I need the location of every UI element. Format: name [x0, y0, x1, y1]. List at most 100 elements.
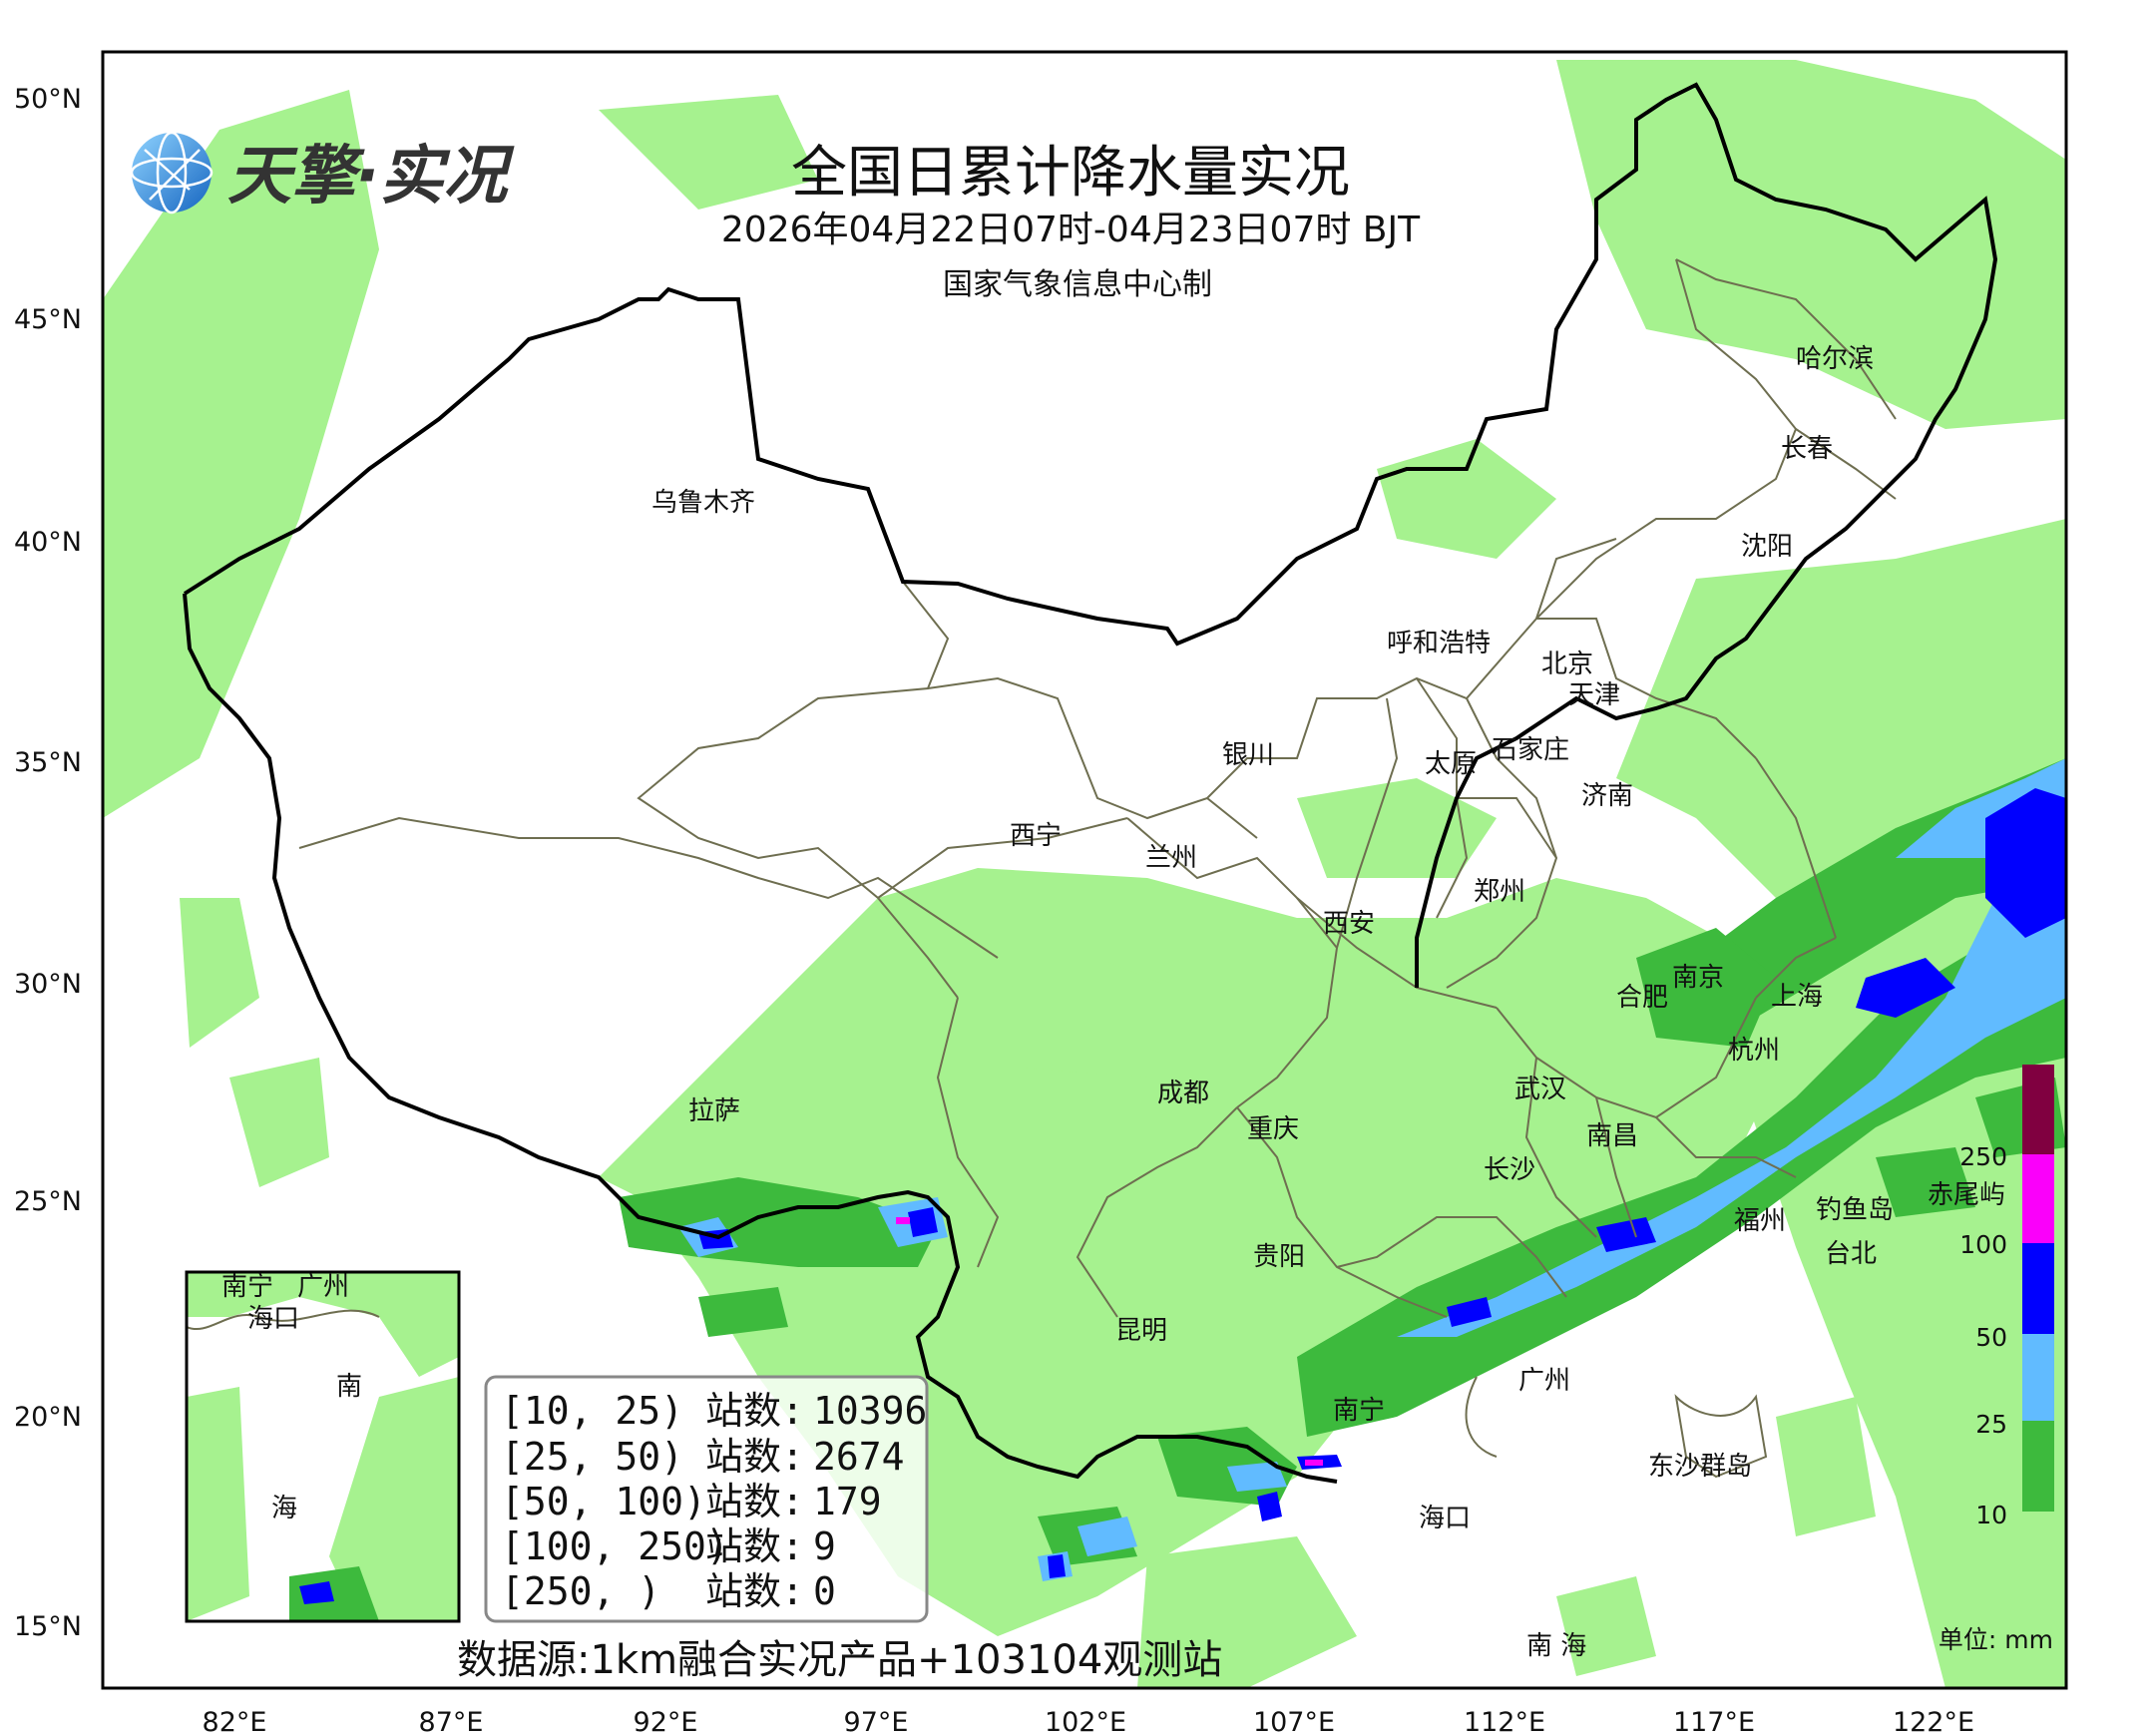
colorbar-swatch-25: [2022, 1421, 2054, 1512]
lon-tick: 117°E: [1673, 1707, 1755, 1736]
lon-tick: 97°E: [844, 1707, 909, 1736]
longitude-axis: 82°E 87°E 92°E 97°E 102°E 107°E 112°E 11…: [203, 1707, 1975, 1736]
lat-tick: 50°N: [14, 84, 82, 115]
city-label: 南 海: [1526, 1631, 1586, 1661]
city-label: 重庆: [1247, 1114, 1299, 1144]
lon-tick: 87°E: [419, 1707, 484, 1736]
stat-label: 站数:: [705, 1435, 804, 1479]
stat-range: [50, 100): [501, 1480, 706, 1523]
lon-tick: 107°E: [1253, 1707, 1335, 1736]
station-stats-legend: [10, 25) 站数: 10396 [25, 50) 站数: 2674 [50…: [484, 1375, 929, 1623]
city-label: 太原: [1425, 749, 1477, 779]
stat-range: [250, ): [501, 1569, 660, 1613]
inset-label-haikou: 海口: [247, 1304, 299, 1334]
city-label: 郑州: [1474, 877, 1525, 907]
city-label: 昆明: [1115, 1316, 1167, 1346]
lon-tick: 112°E: [1464, 1707, 1545, 1736]
city-label: 贵阳: [1253, 1242, 1305, 1272]
city-label: 银川: [1222, 740, 1274, 770]
colorbar-label-100: 100: [1959, 1230, 2007, 1259]
stat-label: 站数:: [705, 1480, 804, 1523]
stat-count: 10396: [813, 1389, 927, 1433]
stat-range: [25, 50): [501, 1435, 683, 1479]
stat-label: 站数:: [705, 1524, 804, 1568]
city-label: 合肥: [1616, 983, 1668, 1013]
city-label: 南京: [1672, 963, 1724, 993]
data-source: 数据源:1km融合实况产品+103104观测站: [457, 1637, 1222, 1683]
lat-tick: 40°N: [14, 527, 82, 558]
city-label: 杭州: [1728, 1036, 1780, 1066]
lat-tick: 30°N: [14, 969, 82, 1000]
city-label: 北京: [1541, 650, 1593, 679]
latitude-axis: 50°N 45°N 40°N 35°N 30°N 25°N 20°N 15°N: [14, 84, 82, 1642]
stat-row: [25, 50) 站数: 2674: [501, 1435, 905, 1479]
colorbar-label-25: 25: [1975, 1410, 2007, 1439]
city-label: 福州: [1734, 1206, 1786, 1236]
city-label: 东沙群岛: [1648, 1452, 1752, 1482]
south-china-sea-inset: 南宁 广州 海口 南 海: [185, 1270, 461, 1623]
logo-text: 天擎·实况: [227, 140, 515, 214]
lon-tick: 102°E: [1045, 1707, 1126, 1736]
tianqing-logo: 天擎·实况: [130, 131, 515, 215]
city-label: 沈阳: [1741, 532, 1793, 562]
inset-label-guangzhou: 广州: [297, 1272, 349, 1302]
city-label: 台北: [1825, 1239, 1877, 1269]
city-label: 呼和浩特: [1387, 629, 1491, 658]
city-label: 石家庄: [1492, 735, 1569, 765]
city-label: 西安: [1323, 909, 1375, 939]
city-label: 海口: [1419, 1504, 1471, 1533]
national-border: [183, 82, 1998, 988]
stat-row: [10, 25) 站数: 10396: [501, 1389, 927, 1433]
lon-tick: 122°E: [1893, 1707, 1974, 1736]
colorbar-label-10: 10: [1975, 1501, 2007, 1529]
city-label: 广州: [1518, 1366, 1570, 1396]
stat-row: [50, 100) 站数: 179: [501, 1480, 882, 1523]
stat-label: 站数:: [705, 1389, 804, 1433]
lat-tick: 35°N: [14, 747, 82, 778]
lat-tick: 15°N: [14, 1611, 82, 1642]
city-label: 赤尾屿: [1928, 1180, 2005, 1210]
colorbar-label-250: 250: [1959, 1142, 2007, 1171]
city-label: 天津: [1568, 680, 1620, 710]
city-label: 拉萨: [688, 1096, 740, 1126]
city-label: 长春: [1781, 434, 1833, 464]
stat-count: 9: [813, 1524, 836, 1568]
stat-range: [10, 25): [501, 1389, 683, 1433]
colorbar-swatch-100: [2022, 1243, 2054, 1334]
stat-count: 179: [813, 1480, 882, 1523]
inset-label-nan: 南: [336, 1372, 362, 1402]
national-border-southwest: [183, 593, 1338, 1484]
colorbar: 10 25 50 100 250 单位: mm: [1939, 1065, 2054, 1654]
inset-label-nanning: 南宁: [221, 1272, 273, 1302]
colorbar-unit: 单位: mm: [1939, 1625, 2053, 1654]
stat-range: [100, 250): [501, 1524, 729, 1568]
lat-tick: 25°N: [14, 1186, 82, 1217]
city-label: 武汉: [1514, 1075, 1566, 1104]
city-label: 南宁: [1333, 1396, 1385, 1426]
city-label: 南昌: [1586, 1121, 1638, 1151]
colorbar-swatch-top: [2022, 1065, 2054, 1154]
map-border: [101, 50, 2068, 1690]
city-label: 西宁: [1010, 821, 1062, 851]
colorbar-swatch-10: [2022, 1512, 2054, 1604]
city-label: 兰州: [1145, 843, 1197, 873]
map-title: 全国日累计降水量实况: [791, 141, 1350, 206]
stat-row: [100, 250) 站数: 9: [501, 1524, 836, 1568]
inset-label-hai: 海: [271, 1494, 297, 1523]
stat-count: 0: [813, 1569, 836, 1613]
city-label: 长沙: [1484, 1155, 1535, 1185]
city-labels: 乌鲁木齐 哈尔滨 长春 沈阳 呼和浩特 北京 天津 银川 太原 石家庄 济南 西…: [651, 344, 2005, 1661]
province-boundaries: [298, 258, 1897, 1479]
map-period: 2026年04月22日07时-04月23日07时 BJT: [721, 210, 1421, 250]
city-label: 乌鲁木齐: [651, 488, 755, 518]
city-label: 钓鱼岛: [1816, 1195, 1894, 1225]
city-label: 济南: [1581, 781, 1633, 811]
colorbar-swatch-50: [2022, 1334, 2054, 1421]
lon-tick: 92°E: [634, 1707, 698, 1736]
map-maker: 国家气象信息中心制: [943, 267, 1212, 302]
city-label: 成都: [1157, 1079, 1209, 1108]
stat-row: [250, ) 站数: 0: [501, 1569, 836, 1613]
stat-count: 2674: [813, 1435, 905, 1479]
city-label: 上海: [1771, 982, 1823, 1012]
